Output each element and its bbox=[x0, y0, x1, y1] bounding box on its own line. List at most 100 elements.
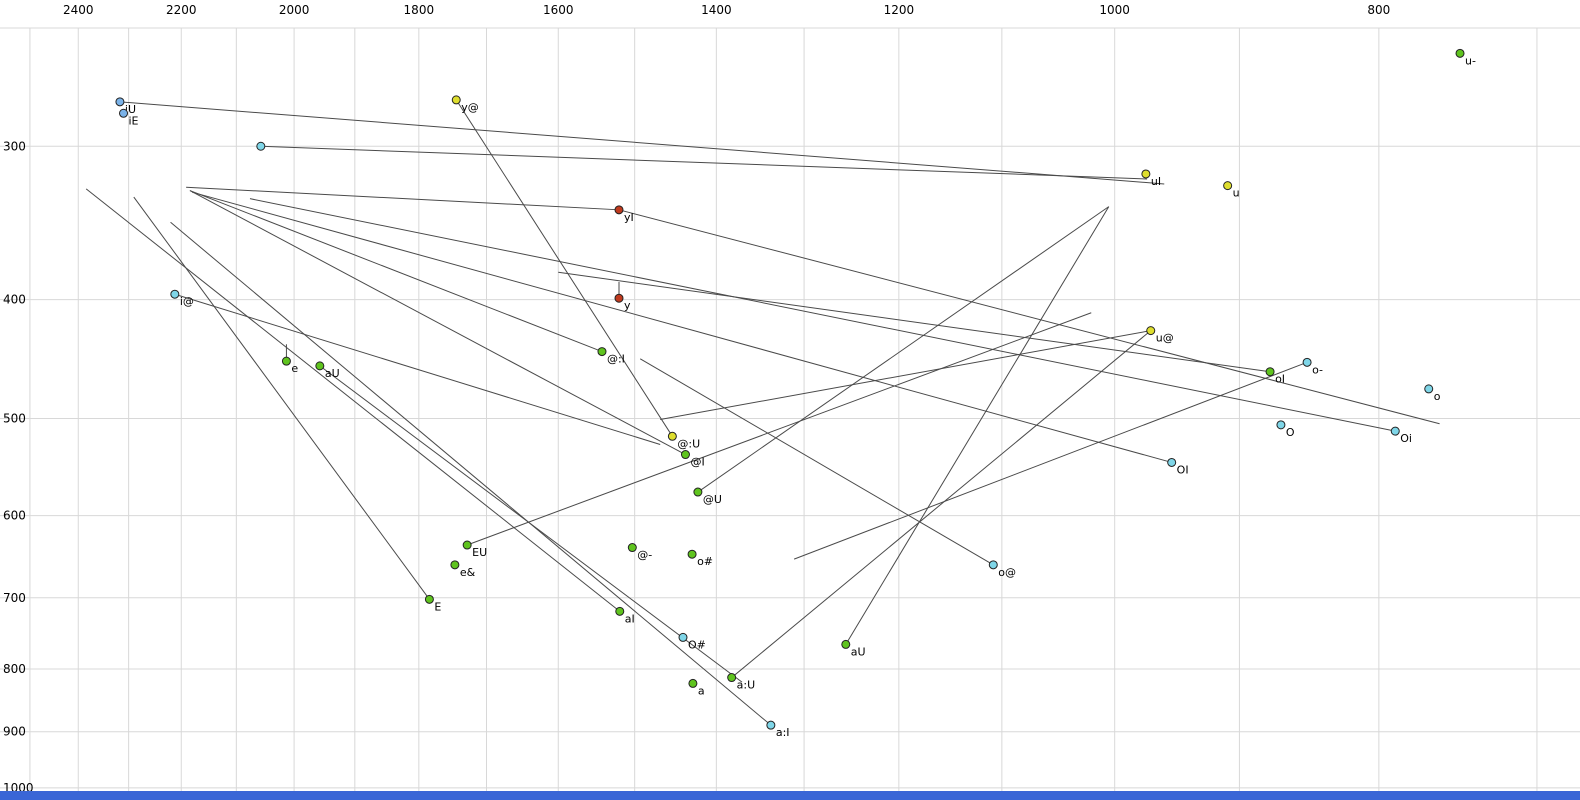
point-label: O bbox=[1286, 426, 1295, 439]
data-point bbox=[1167, 457, 1177, 467]
point-label: u@ bbox=[1156, 332, 1174, 345]
trajectory-line bbox=[170, 221, 772, 726]
data-point bbox=[462, 540, 472, 550]
trajectory-line bbox=[189, 190, 603, 353]
trajectory-line bbox=[186, 186, 620, 211]
y-tick-label: 700 bbox=[3, 591, 26, 605]
data-point bbox=[841, 639, 851, 649]
y-tick-label: 400 bbox=[3, 293, 26, 307]
data-point bbox=[693, 487, 703, 497]
point-label: uI bbox=[1151, 175, 1161, 188]
data-point bbox=[687, 549, 697, 559]
data-point bbox=[424, 594, 434, 604]
point-label: o# bbox=[697, 555, 713, 568]
point-label: E bbox=[434, 600, 441, 613]
data-point bbox=[627, 543, 637, 553]
trajectory-line bbox=[731, 330, 1152, 678]
trajectory-line bbox=[260, 145, 1148, 180]
data-point bbox=[727, 673, 737, 683]
x-tick-label: 1400 bbox=[701, 3, 732, 17]
point-label: aU bbox=[851, 645, 866, 658]
trajectory-line bbox=[697, 206, 1110, 493]
data-point bbox=[315, 361, 325, 371]
point-label: iE bbox=[129, 114, 139, 127]
data-point bbox=[1390, 426, 1400, 436]
point-label: @I bbox=[690, 456, 704, 469]
y-tick-label: 500 bbox=[3, 411, 26, 425]
point-label: @:U bbox=[677, 437, 700, 450]
point-label: e& bbox=[460, 566, 476, 579]
y-tick-label: 600 bbox=[3, 509, 26, 523]
data-point bbox=[1302, 357, 1312, 367]
trajectory-line bbox=[174, 293, 661, 445]
point-label: u bbox=[1233, 187, 1240, 200]
x-tick-label: 2000 bbox=[279, 3, 310, 17]
data-point bbox=[988, 560, 998, 570]
data-point bbox=[281, 356, 291, 366]
data-point bbox=[1455, 48, 1465, 58]
trajectory-line bbox=[660, 330, 1151, 421]
data-point bbox=[614, 293, 624, 303]
point-label: o- bbox=[1312, 363, 1323, 376]
trajectory-line bbox=[845, 206, 1110, 645]
trajectory-line bbox=[119, 101, 1165, 185]
trajectory-line bbox=[558, 271, 1271, 373]
data-point bbox=[597, 347, 607, 357]
bottom-bar bbox=[0, 791, 1580, 800]
point-label: OI bbox=[1177, 463, 1189, 476]
point-label: y bbox=[624, 299, 631, 312]
data-point bbox=[1265, 367, 1275, 377]
point-label: O# bbox=[688, 638, 706, 651]
point-label: yI bbox=[624, 211, 634, 224]
point-label: i@ bbox=[180, 295, 194, 308]
y-tick-label: 900 bbox=[3, 725, 26, 739]
point-label: @:I bbox=[607, 353, 625, 366]
data-point bbox=[170, 289, 180, 299]
data-point bbox=[451, 95, 461, 105]
data-point bbox=[1141, 169, 1151, 179]
trajectory-line bbox=[85, 188, 621, 612]
trajectory-line bbox=[191, 191, 1172, 463]
trajectory-line bbox=[618, 209, 1440, 425]
point-label: aU bbox=[325, 367, 340, 380]
point-label: Oi bbox=[1400, 432, 1412, 445]
trajectory-line bbox=[189, 190, 686, 455]
trajectory-line bbox=[249, 198, 1396, 432]
x-tick-label: 1800 bbox=[404, 3, 435, 17]
point-label: EU bbox=[472, 546, 487, 559]
data-point bbox=[615, 606, 625, 616]
x-tick-label: 2400 bbox=[63, 3, 94, 17]
data-point bbox=[1276, 420, 1286, 430]
y-tick-label: 300 bbox=[3, 139, 26, 153]
data-point bbox=[1146, 326, 1156, 336]
point-label: oI bbox=[1275, 373, 1285, 386]
trajectory-line bbox=[639, 358, 994, 566]
trajectory-line bbox=[455, 99, 673, 437]
point-label: o bbox=[1434, 390, 1441, 403]
trajectory-line bbox=[793, 361, 1308, 560]
data-point bbox=[667, 431, 677, 441]
point-label: e bbox=[291, 362, 298, 375]
x-tick-label: 800 bbox=[1367, 3, 1390, 17]
data-point bbox=[119, 108, 129, 118]
data-point bbox=[614, 205, 624, 215]
point-label: iU bbox=[125, 103, 136, 116]
trajectory-line bbox=[319, 365, 743, 683]
data-point bbox=[688, 678, 698, 688]
trajectory-line bbox=[466, 312, 1092, 546]
y-tick-label: 800 bbox=[3, 662, 26, 676]
x-tick-label: 1000 bbox=[1099, 3, 1130, 17]
point-label: a bbox=[698, 684, 705, 697]
point-label: a:U bbox=[737, 679, 756, 692]
point-label: aI bbox=[625, 612, 635, 625]
point-label: @U bbox=[703, 493, 722, 506]
point-label: o@ bbox=[998, 566, 1016, 579]
x-tick-label: 1200 bbox=[884, 3, 915, 17]
x-tick-label: 2200 bbox=[166, 3, 197, 17]
data-point bbox=[450, 560, 460, 570]
point-label: u- bbox=[1465, 54, 1476, 67]
data-point bbox=[1223, 181, 1233, 191]
data-point bbox=[680, 450, 690, 460]
